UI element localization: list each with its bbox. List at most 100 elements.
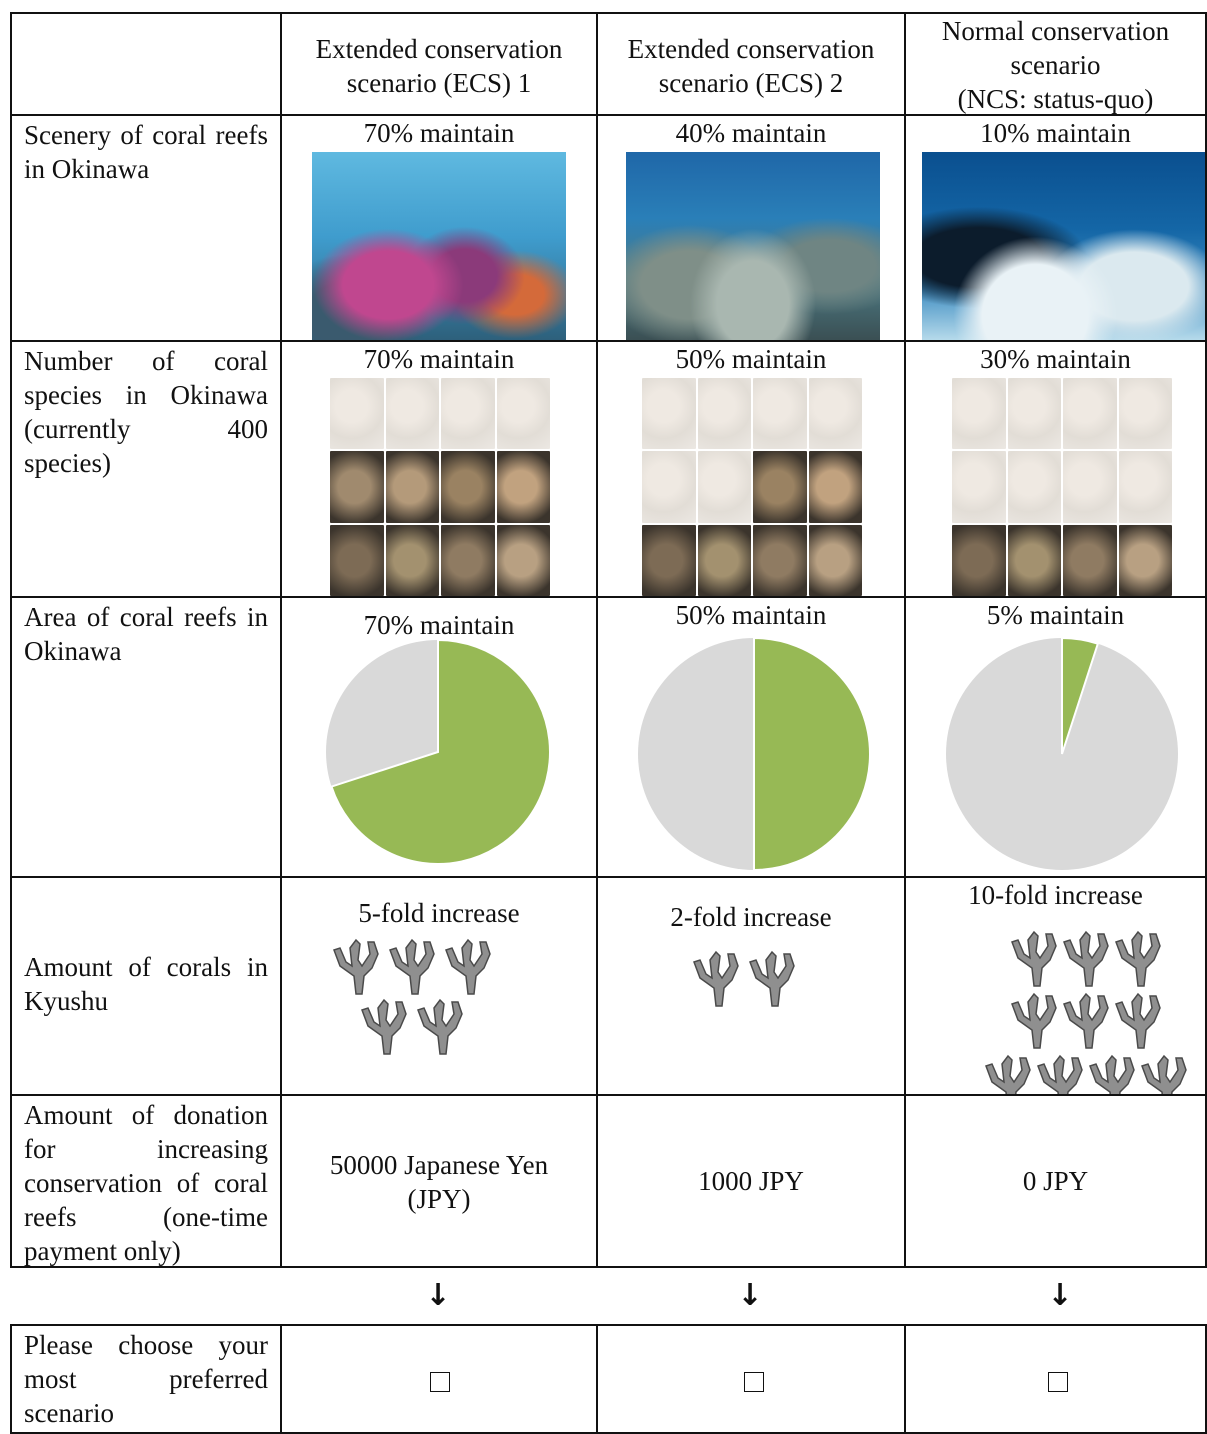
area-pie-ncs xyxy=(946,636,1178,870)
coral-species-tile xyxy=(642,451,696,523)
coral-species-tile xyxy=(697,451,751,523)
coral-icon xyxy=(1011,992,1057,1049)
scenery-ecs1-cell: 70% maintain xyxy=(280,114,598,342)
row-label-choice: Please choose your most preferred scenar… xyxy=(10,1324,282,1434)
coral-species-tile xyxy=(441,451,495,523)
header-ecs1: Extended conservation scenario (ECS) 1 xyxy=(280,12,598,116)
coral-icon xyxy=(693,950,739,1007)
scenario-table: Extended conservation scenario (ECS) 1 E… xyxy=(10,12,1207,1434)
kyushu-corals-ncs xyxy=(985,930,1187,1094)
coral-species-mosaic-ecs1 xyxy=(330,378,550,596)
scenery-ncs-cell: 10% maintain xyxy=(904,114,1207,342)
area-pie-ecs2 xyxy=(638,636,871,872)
header-ecs2-line1: Extended conservation xyxy=(627,34,875,64)
coral-species-tile xyxy=(642,524,696,596)
coral-species-tile xyxy=(753,524,807,596)
scenery-ecs1-value: 70% maintain xyxy=(363,118,515,148)
area-pie-ecs1 xyxy=(326,638,551,865)
species-ecs1-value: 70% maintain xyxy=(363,344,515,374)
choice-ecs2-cell[interactable] xyxy=(596,1324,906,1434)
header-ncs-line2: scenario xyxy=(1010,50,1101,80)
coral-icon xyxy=(361,998,407,1055)
coral-icon xyxy=(417,998,463,1055)
header-ecs2-line2: scenario (ECS) 2 xyxy=(658,68,844,98)
coral-species-tile xyxy=(441,524,495,596)
donation-ecs1-line2: (JPY) xyxy=(407,1184,471,1214)
header-ecs2: Extended conservation scenario (ECS) 2 xyxy=(596,12,906,116)
coral-icon xyxy=(445,938,491,995)
choice-ncs-checkbox[interactable] xyxy=(1048,1372,1068,1392)
donation-ecs2-value: 1000 JPY xyxy=(698,1166,804,1196)
coral-species-tile xyxy=(808,524,862,596)
kyushu-ncs-cell: 10-fold increase xyxy=(904,876,1207,1096)
arrow-down-icon: ↓ xyxy=(737,1278,763,1313)
coral-species-tile xyxy=(385,378,439,450)
kyushu-ecs2-value: 2-fold increase xyxy=(670,902,832,932)
coral-species-tile xyxy=(1063,378,1117,450)
row-label-species: Number of coral species in Okinawa (curr… xyxy=(10,340,282,598)
choice-ecs1-cell[interactable] xyxy=(280,1324,598,1434)
coral-icon xyxy=(1089,1054,1135,1094)
coral-species-tile xyxy=(808,378,862,450)
row-label-donation: Amount of donation for increasing conser… xyxy=(10,1094,282,1268)
coral-icon xyxy=(1063,930,1109,987)
coral-species-tile xyxy=(330,524,384,596)
coral-icon xyxy=(1011,930,1057,987)
coral-species-tile xyxy=(496,378,550,450)
coral-species-tile xyxy=(952,451,1006,523)
pie-slice-maintain xyxy=(330,638,551,865)
coral-species-tile xyxy=(753,378,807,450)
coral-icon xyxy=(1115,992,1161,1049)
kyushu-corals-ecs1 xyxy=(333,938,491,1055)
coral-icon xyxy=(1115,930,1161,987)
coral-species-tile xyxy=(385,524,439,596)
kyushu-ecs2-cell: 2-fold increase xyxy=(596,876,906,1096)
coral-species-tile xyxy=(1007,451,1061,523)
coral-species-tile xyxy=(1118,451,1172,523)
coral-species-tile xyxy=(385,451,439,523)
coral-icon xyxy=(985,1054,1031,1094)
coral-icon xyxy=(389,938,435,995)
kyushu-ecs1-value: 5-fold increase xyxy=(358,898,520,928)
coral-icon xyxy=(749,950,795,1007)
coral-species-mosaic-ncs xyxy=(952,378,1172,596)
coral-species-tile xyxy=(496,524,550,596)
species-ecs2-cell: 50% maintain xyxy=(596,340,906,598)
coral-species-tile xyxy=(1007,378,1061,450)
choice-ncs-cell[interactable] xyxy=(904,1324,1207,1434)
coral-species-tile xyxy=(330,451,384,523)
row-label-area: Area of coral reefs in Okinawa xyxy=(10,596,282,878)
species-ncs-cell: 30% maintain xyxy=(904,340,1207,598)
choice-ecs2-checkbox[interactable] xyxy=(744,1372,764,1392)
coral-icon xyxy=(333,938,379,995)
donation-ecs2-cell: 1000 JPY xyxy=(596,1094,906,1268)
species-ecs2-value: 50% maintain xyxy=(675,344,827,374)
header-empty-cell xyxy=(10,12,282,116)
coral-species-tile xyxy=(1118,524,1172,596)
area-ecs2-value: 50% maintain xyxy=(675,600,827,630)
scenery-ecs2-cell: 40% maintain xyxy=(596,114,906,342)
arrow-down-icon: ↓ xyxy=(1047,1278,1073,1313)
kyushu-corals-ecs2 xyxy=(693,950,795,1007)
coral-icon xyxy=(1141,1054,1187,1094)
species-ecs1-cell: 70% maintain xyxy=(280,340,598,598)
header-ecs1-line1: Extended conservation xyxy=(315,34,563,64)
choice-ecs1-checkbox[interactable] xyxy=(430,1372,450,1392)
coral-species-tile xyxy=(753,451,807,523)
coral-species-tile xyxy=(697,524,751,596)
kyushu-ecs1-cell: 5-fold increase xyxy=(280,876,598,1096)
coral-species-tile xyxy=(808,451,862,523)
species-ncs-value: 30% maintain xyxy=(980,344,1131,374)
coral-species-tile xyxy=(496,451,550,523)
donation-ecs1-cell: 50000 Japanese Yen (JPY) xyxy=(280,1094,598,1268)
area-ecs1-value: 70% maintain xyxy=(363,610,515,640)
coral-species-tile xyxy=(952,378,1006,450)
area-ncs-cell: 5% maintain xyxy=(904,596,1207,878)
coral-reef-photo-ecs1 xyxy=(312,152,566,340)
coral-species-tile xyxy=(1118,378,1172,450)
coral-species-tile xyxy=(1063,451,1117,523)
coral-species-tile xyxy=(1063,524,1117,596)
area-ecs1-cell: 70% maintain xyxy=(280,596,598,878)
header-ecs1-line2: scenario (ECS) 1 xyxy=(346,68,532,98)
coral-species-tile xyxy=(952,524,1006,596)
